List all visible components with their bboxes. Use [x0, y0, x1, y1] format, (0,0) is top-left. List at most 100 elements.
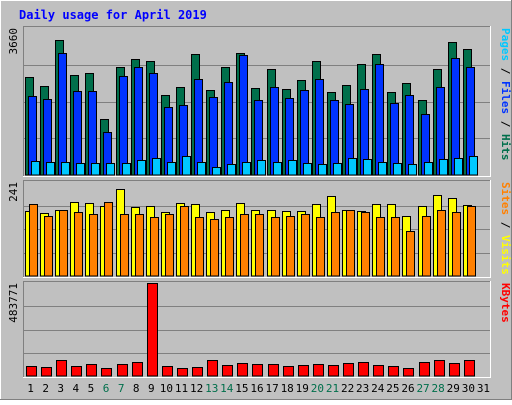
kbytes-bar-kbytes-day-10 [162, 366, 173, 377]
kbytes-bar-kbytes-day-7 [117, 364, 128, 377]
x-tick-label-day-10: 10 [160, 382, 173, 395]
kbytes-bar-kbytes-day-6 [101, 368, 112, 377]
visits-bar-sites-day-14 [225, 217, 234, 277]
visits-bar-sites-day-17 [271, 217, 280, 277]
hits-bar-pages-day-16 [257, 160, 266, 176]
visits-bar-sites-day-24 [376, 217, 385, 277]
hits-bar-files-day-13 [209, 97, 218, 176]
visits-bar-sites-day-19 [301, 214, 310, 277]
hits-bar-pages-day-14 [227, 164, 236, 176]
visits-bar-sites-day-29 [452, 212, 461, 277]
x-tick-label-day-21: 21 [326, 382, 339, 395]
x-tick-label-day-1: 1 [27, 382, 34, 395]
visits-bar-sites-day-1 [29, 204, 38, 277]
visits-bar-sites-day-28 [437, 210, 446, 277]
visits-bar-sites-day-5 [89, 214, 98, 277]
kbytes-bar-kbytes-day-5 [86, 364, 97, 377]
visits-bar-sites-day-27 [422, 216, 431, 277]
visits-bar-sites-day-4 [74, 212, 83, 277]
x-tick-label-day-11: 11 [175, 382, 188, 395]
hits-bar-pages-day-23 [363, 159, 372, 176]
x-tick-label-day-8: 8 [133, 382, 140, 395]
x-tick-label-day-18: 18 [281, 382, 294, 395]
x-tick-label-day-26: 26 [401, 382, 414, 395]
hits-bar-files-day-5 [88, 91, 97, 176]
kbytes-plot-area [23, 281, 491, 378]
hits-bar-files-day-29 [451, 58, 460, 176]
hits-bar-pages-day-3 [61, 162, 70, 176]
legend-entry: / [499, 114, 512, 134]
visits-bar-sites-day-18 [286, 216, 295, 277]
visits-bar-sites-day-26 [406, 231, 415, 277]
kbytes-bar-kbytes-day-16 [252, 364, 263, 377]
hits-bar-files-day-26 [405, 95, 414, 176]
kbytes-bar-kbytes-day-19 [298, 365, 309, 377]
visits-legend: Sites / Visits [499, 182, 512, 275]
kbytes-bar-kbytes-day-4 [71, 366, 82, 377]
visits-bar-sites-day-12 [195, 217, 204, 277]
hits-bar-files-day-8 [134, 67, 143, 176]
x-tick-label-day-7: 7 [118, 382, 125, 395]
hits-bar-pages-day-17 [273, 162, 282, 176]
hits-bar-pages-day-4 [76, 163, 85, 176]
hits-bar-pages-day-20 [318, 164, 327, 176]
visits-bar-sites-day-3 [59, 210, 68, 277]
x-tick-label-day-4: 4 [73, 382, 80, 395]
hits-bar-pages-day-13 [212, 167, 221, 176]
kbytes-bar-kbytes-day-23 [358, 362, 369, 377]
visits-bar-sites-day-8 [135, 214, 144, 277]
kbytes-max-label: 483771 [7, 283, 20, 323]
hits-bar-pages-day-18 [288, 160, 297, 176]
hits-bar-files-day-17 [270, 87, 279, 176]
visits-bar-sites-day-7 [120, 214, 129, 277]
hits-bar-files-day-24 [375, 64, 384, 176]
hits-bar-files-day-12 [194, 79, 203, 176]
x-tick-label-day-19: 19 [296, 382, 309, 395]
hits-bar-pages-day-6 [106, 163, 115, 176]
hits-bar-pages-day-1 [31, 161, 40, 176]
kbytes-bar-kbytes-day-13 [207, 360, 218, 377]
visits-bar-sites-day-23 [361, 212, 370, 277]
visits-bar-sites-day-11 [180, 206, 189, 277]
hits-bar-files-day-19 [300, 90, 309, 176]
hits-bar-pages-day-27 [424, 162, 433, 176]
kbytes-bar-kbytes-day-21 [328, 365, 339, 377]
kbytes-bar-kbytes-day-28 [434, 360, 445, 377]
hits-bar-pages-day-5 [91, 163, 100, 176]
hits-bar-pages-day-26 [408, 164, 417, 176]
visits-bar-sites-day-13 [210, 219, 219, 277]
visits-bar-sites-day-20 [316, 217, 325, 277]
legend-entry: KBytes [499, 283, 512, 323]
x-tick-label-day-28: 28 [432, 382, 445, 395]
x-tick-label-day-25: 25 [386, 382, 399, 395]
x-tick-label-day-16: 16 [250, 382, 263, 395]
x-tick-label-day-29: 29 [447, 382, 460, 395]
hits-max-label: 3660 [7, 28, 20, 55]
visits-bar-sites-day-6 [104, 202, 113, 277]
kbytes-bar-kbytes-day-20 [313, 364, 324, 377]
x-tick-label-day-15: 15 [235, 382, 248, 395]
hits-bar-pages-day-21 [333, 163, 342, 176]
hits-bar-files-day-20 [315, 79, 324, 176]
x-tick-label-day-24: 24 [371, 382, 385, 395]
x-tick-label-day-12: 12 [190, 382, 203, 395]
hits-bar-pages-day-2 [46, 162, 55, 176]
hits-bar-pages-day-11 [182, 156, 191, 176]
x-tick-label-day-9: 9 [148, 382, 155, 395]
visits-bar-sites-day-2 [44, 216, 53, 277]
hits-bar-pages-day-28 [439, 159, 448, 176]
x-tick-label-day-22: 22 [341, 382, 354, 395]
hits-bar-pages-day-29 [454, 158, 463, 176]
kbytes-panel: 483771 KBytes [7, 281, 512, 378]
x-tick-label-day-5: 5 [88, 382, 95, 395]
x-tick-label-day-14: 14 [220, 382, 234, 395]
visits-bar-sites-day-16 [255, 214, 264, 277]
hits-bar-pages-day-19 [303, 163, 312, 176]
legend-entry: Hits [499, 134, 512, 161]
hits-bar-files-day-3 [58, 53, 67, 176]
kbytes-bar-kbytes-day-17 [268, 364, 279, 377]
hits-bar-pages-day-8 [137, 160, 146, 176]
hits-bar-files-day-14 [224, 82, 233, 176]
hits-bar-pages-day-22 [348, 158, 357, 176]
